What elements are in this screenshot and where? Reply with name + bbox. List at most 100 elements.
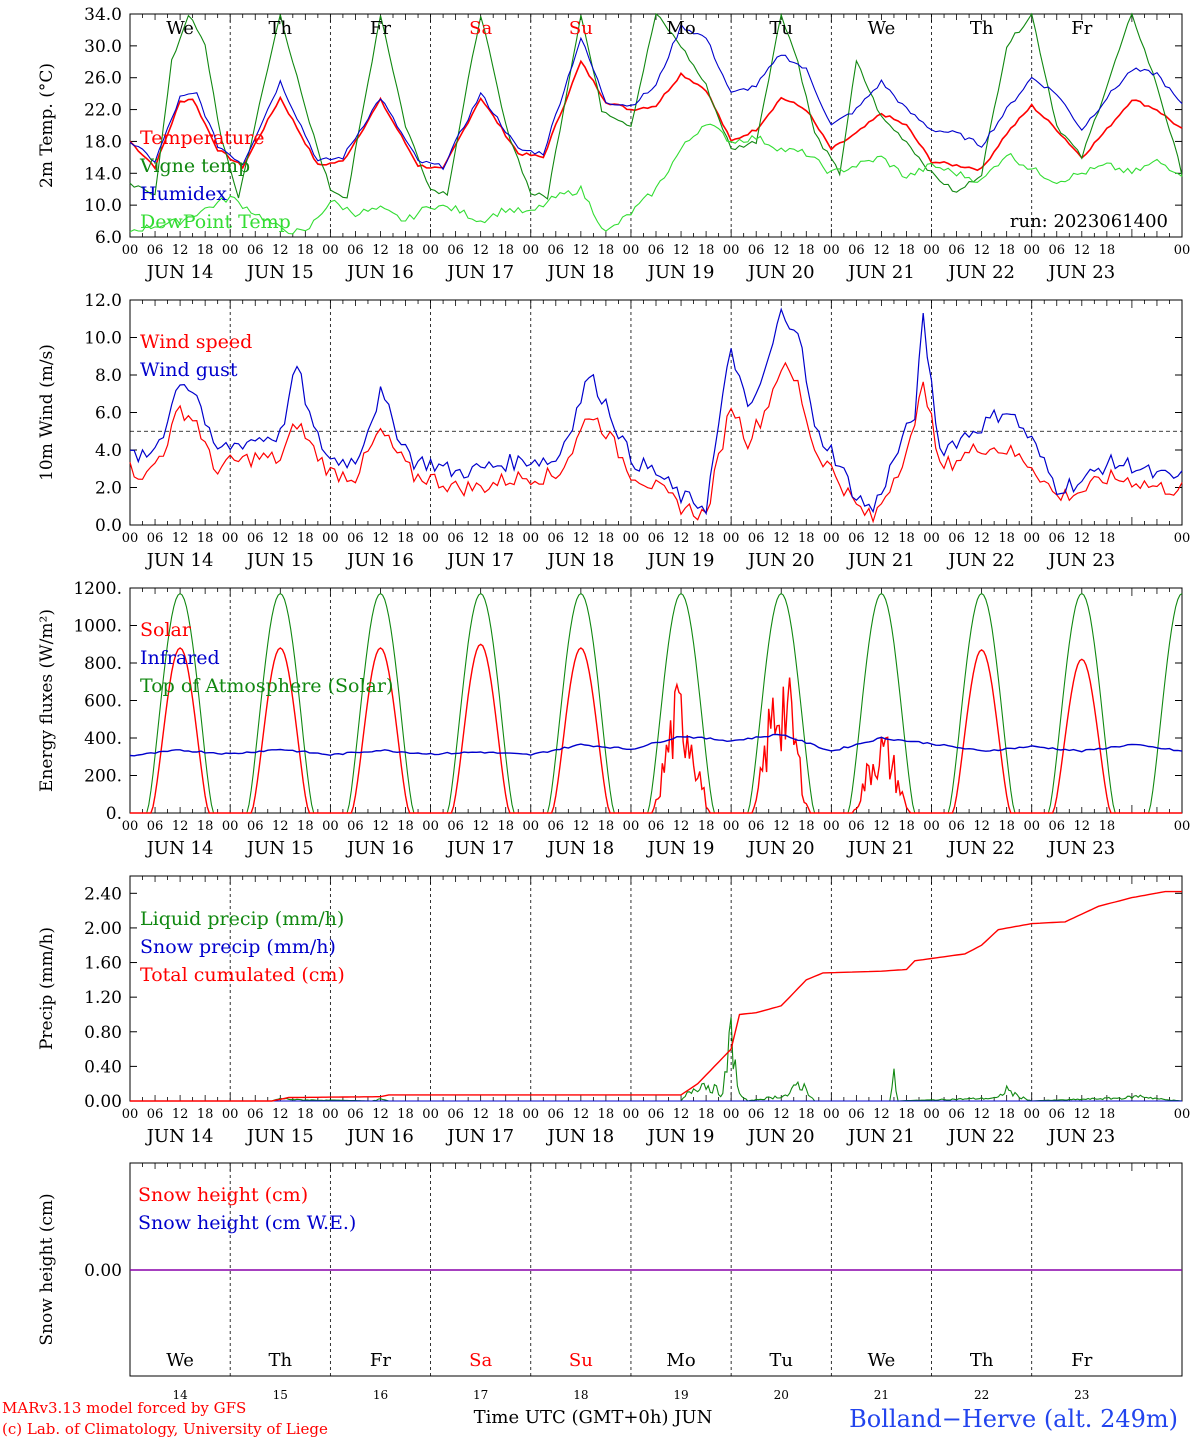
x-hour-label: 00 bbox=[122, 819, 139, 834]
legend-entry: Top of Atmosphere (Solar) bbox=[140, 675, 393, 697]
x-hour-label: 00 bbox=[322, 1107, 339, 1122]
x-date-label: JUN 17 bbox=[445, 262, 514, 283]
x-hour-label: 18 bbox=[698, 819, 715, 834]
x-hour-label: 06 bbox=[347, 531, 364, 546]
weekday-label: Th bbox=[268, 1350, 292, 1371]
x-hour-label: 06 bbox=[548, 243, 565, 258]
y-axis-label-precip: Precip (mm/h) bbox=[37, 927, 57, 1050]
x-hour-label: 06 bbox=[748, 819, 765, 834]
x-hour-label: 06 bbox=[548, 1107, 565, 1122]
x-hour-label: 06 bbox=[748, 1107, 765, 1122]
x-hour-label: 12 bbox=[272, 1107, 289, 1122]
day-number-label: 21 bbox=[874, 1388, 889, 1402]
x-hour-label: 06 bbox=[948, 531, 965, 546]
x-hour-label: 18 bbox=[898, 1107, 915, 1122]
y-tick-label: 18.0 bbox=[84, 132, 122, 152]
x-hour-label: 00 bbox=[823, 531, 840, 546]
x-hour-label: 12 bbox=[673, 531, 690, 546]
y-tick-label: 0.00 bbox=[84, 1092, 122, 1112]
y-tick-label: 0. bbox=[106, 804, 122, 824]
x-hour-label: 00 bbox=[522, 819, 539, 834]
x-date-label: JUN 14 bbox=[145, 838, 214, 859]
x-hour-label: 18 bbox=[598, 243, 615, 258]
x-hour-label: 00 bbox=[823, 819, 840, 834]
weekday-label: We bbox=[868, 1350, 896, 1371]
x-hour-label: 00 bbox=[623, 1107, 640, 1122]
weekday-label: Sa bbox=[469, 18, 492, 39]
x-hour-label: 18 bbox=[1099, 819, 1116, 834]
x-date-label: JUN 15 bbox=[245, 262, 314, 283]
y-axis-label-wind: 10m Wind (m/s) bbox=[37, 344, 57, 481]
x-hour-label: 18 bbox=[598, 819, 615, 834]
x-hour-label: 12 bbox=[573, 819, 590, 834]
x-hour-label: 06 bbox=[447, 819, 464, 834]
x-date-label: JUN 18 bbox=[545, 550, 614, 571]
x-hour-label: 00 bbox=[322, 819, 339, 834]
x-hour-label: 06 bbox=[247, 819, 264, 834]
x-hour-label: 12 bbox=[773, 1107, 790, 1122]
x-hour-label: 00 bbox=[222, 531, 239, 546]
y-tick-label: 0.80 bbox=[84, 1023, 122, 1043]
series-line bbox=[129, 307, 1183, 516]
x-date-label: JUN 19 bbox=[646, 262, 715, 283]
x-hour-label: 00 bbox=[1023, 819, 1040, 834]
x-date-label: JUN 17 bbox=[445, 550, 514, 571]
x-hour-label: 12 bbox=[873, 531, 890, 546]
x-hour-label: 00 bbox=[422, 1107, 439, 1122]
series-line bbox=[129, 23, 1183, 171]
y-tick-label: 4.0 bbox=[95, 441, 122, 461]
series-line bbox=[129, 12, 1183, 200]
x-hour-label: 18 bbox=[297, 531, 314, 546]
x-hour-label: 12 bbox=[372, 531, 389, 546]
weekday-label: Tu bbox=[769, 1350, 793, 1371]
x-hour-label: 18 bbox=[397, 819, 414, 834]
x-hour-label: 06 bbox=[848, 819, 865, 834]
x-hour-label: 06 bbox=[848, 1107, 865, 1122]
x-hour-label: 06 bbox=[648, 819, 665, 834]
series-line bbox=[130, 592, 1183, 814]
day-number-label: 19 bbox=[673, 1388, 688, 1402]
legend-entry: Temperature bbox=[140, 127, 264, 149]
y-tick-label: 14.0 bbox=[84, 164, 122, 184]
x-hour-label: 06 bbox=[1048, 243, 1065, 258]
legend-entry: Wind speed bbox=[140, 331, 252, 353]
station-name: Bolland−Herve (alt. 249m) bbox=[849, 1405, 1178, 1433]
x-hour-label: 06 bbox=[848, 243, 865, 258]
x-hour-label: 06 bbox=[748, 531, 765, 546]
weekday-label: Th bbox=[970, 18, 994, 39]
x-hour-label: 18 bbox=[998, 1107, 1015, 1122]
x-hour-label: 12 bbox=[172, 819, 189, 834]
legend-entry: Humidex bbox=[140, 183, 227, 205]
x-hour-label: 12 bbox=[372, 1107, 389, 1122]
y-tick-label: 0.0 bbox=[95, 516, 122, 536]
x-hour-label: 18 bbox=[497, 531, 514, 546]
x-hour-label: 06 bbox=[648, 531, 665, 546]
x-hour-label: 12 bbox=[172, 531, 189, 546]
x-date-label: JUN 23 bbox=[1046, 838, 1115, 859]
x-hour-label: 18 bbox=[197, 243, 214, 258]
x-date-label: JUN 14 bbox=[145, 1126, 214, 1147]
run-label: run: 2023061400 bbox=[1010, 211, 1168, 232]
x-hour-label: 12 bbox=[673, 819, 690, 834]
x-hour-label: 06 bbox=[848, 531, 865, 546]
x-date-label: JUN 21 bbox=[846, 838, 915, 859]
x-date-label: JUN 21 bbox=[846, 262, 915, 283]
y-tick-label: 2.00 bbox=[84, 919, 122, 939]
weekday-label: We bbox=[166, 1350, 194, 1371]
x-hour-label: 12 bbox=[573, 531, 590, 546]
x-hour-label: 06 bbox=[648, 243, 665, 258]
x-date-label: JUN 20 bbox=[746, 550, 815, 571]
x-date-label: JUN 22 bbox=[946, 1126, 1015, 1147]
day-number-label: 22 bbox=[974, 1388, 989, 1402]
weekday-label: Th bbox=[268, 18, 292, 39]
x-hour-label: 18 bbox=[497, 819, 514, 834]
x-hour-label: 00 bbox=[723, 243, 740, 258]
day-number-label: 15 bbox=[273, 1388, 288, 1402]
x-hour-label: 12 bbox=[172, 243, 189, 258]
legend-entry: Liquid precip (mm/h) bbox=[140, 908, 344, 930]
x-hour-label: 00 bbox=[1023, 531, 1040, 546]
legend-entry: Vigne temp bbox=[139, 155, 250, 177]
x-hour-label: 06 bbox=[948, 243, 965, 258]
x-date-label: JUN 21 bbox=[846, 1126, 915, 1147]
x-hour-label: 06 bbox=[247, 1107, 264, 1122]
